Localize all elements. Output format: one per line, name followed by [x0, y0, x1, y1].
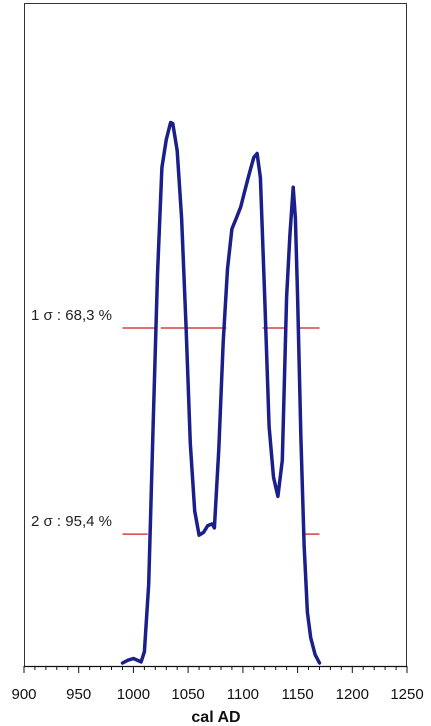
confidence-level-labels: 1 σ : 68,3 % 2 σ : 95,4 %	[31, 307, 112, 530]
x-tick-label: 1200	[336, 686, 369, 703]
x-axis-ticks	[23, 666, 408, 673]
level-2-label: 2 σ : 95,4 %	[31, 513, 112, 530]
plot-frame	[24, 3, 407, 667]
probability-curve	[120, 120, 322, 665]
x-axis-tick-labels: 900 950 1000 1050 1100 1150 1200 1250	[11, 686, 423, 703]
x-tick-label: 900	[11, 686, 36, 703]
level-1-label: 1 σ : 68,3 %	[31, 307, 112, 324]
x-tick-label: 1100	[227, 686, 259, 703]
x-tick-label: 1250	[390, 686, 423, 703]
x-tick-label: 1000	[117, 686, 150, 703]
x-axis-title: cal AD	[191, 709, 240, 726]
x-tick-label: 950	[66, 686, 91, 703]
x-tick-label: 1150	[281, 686, 313, 703]
x-tick-label: 1050	[171, 686, 204, 703]
